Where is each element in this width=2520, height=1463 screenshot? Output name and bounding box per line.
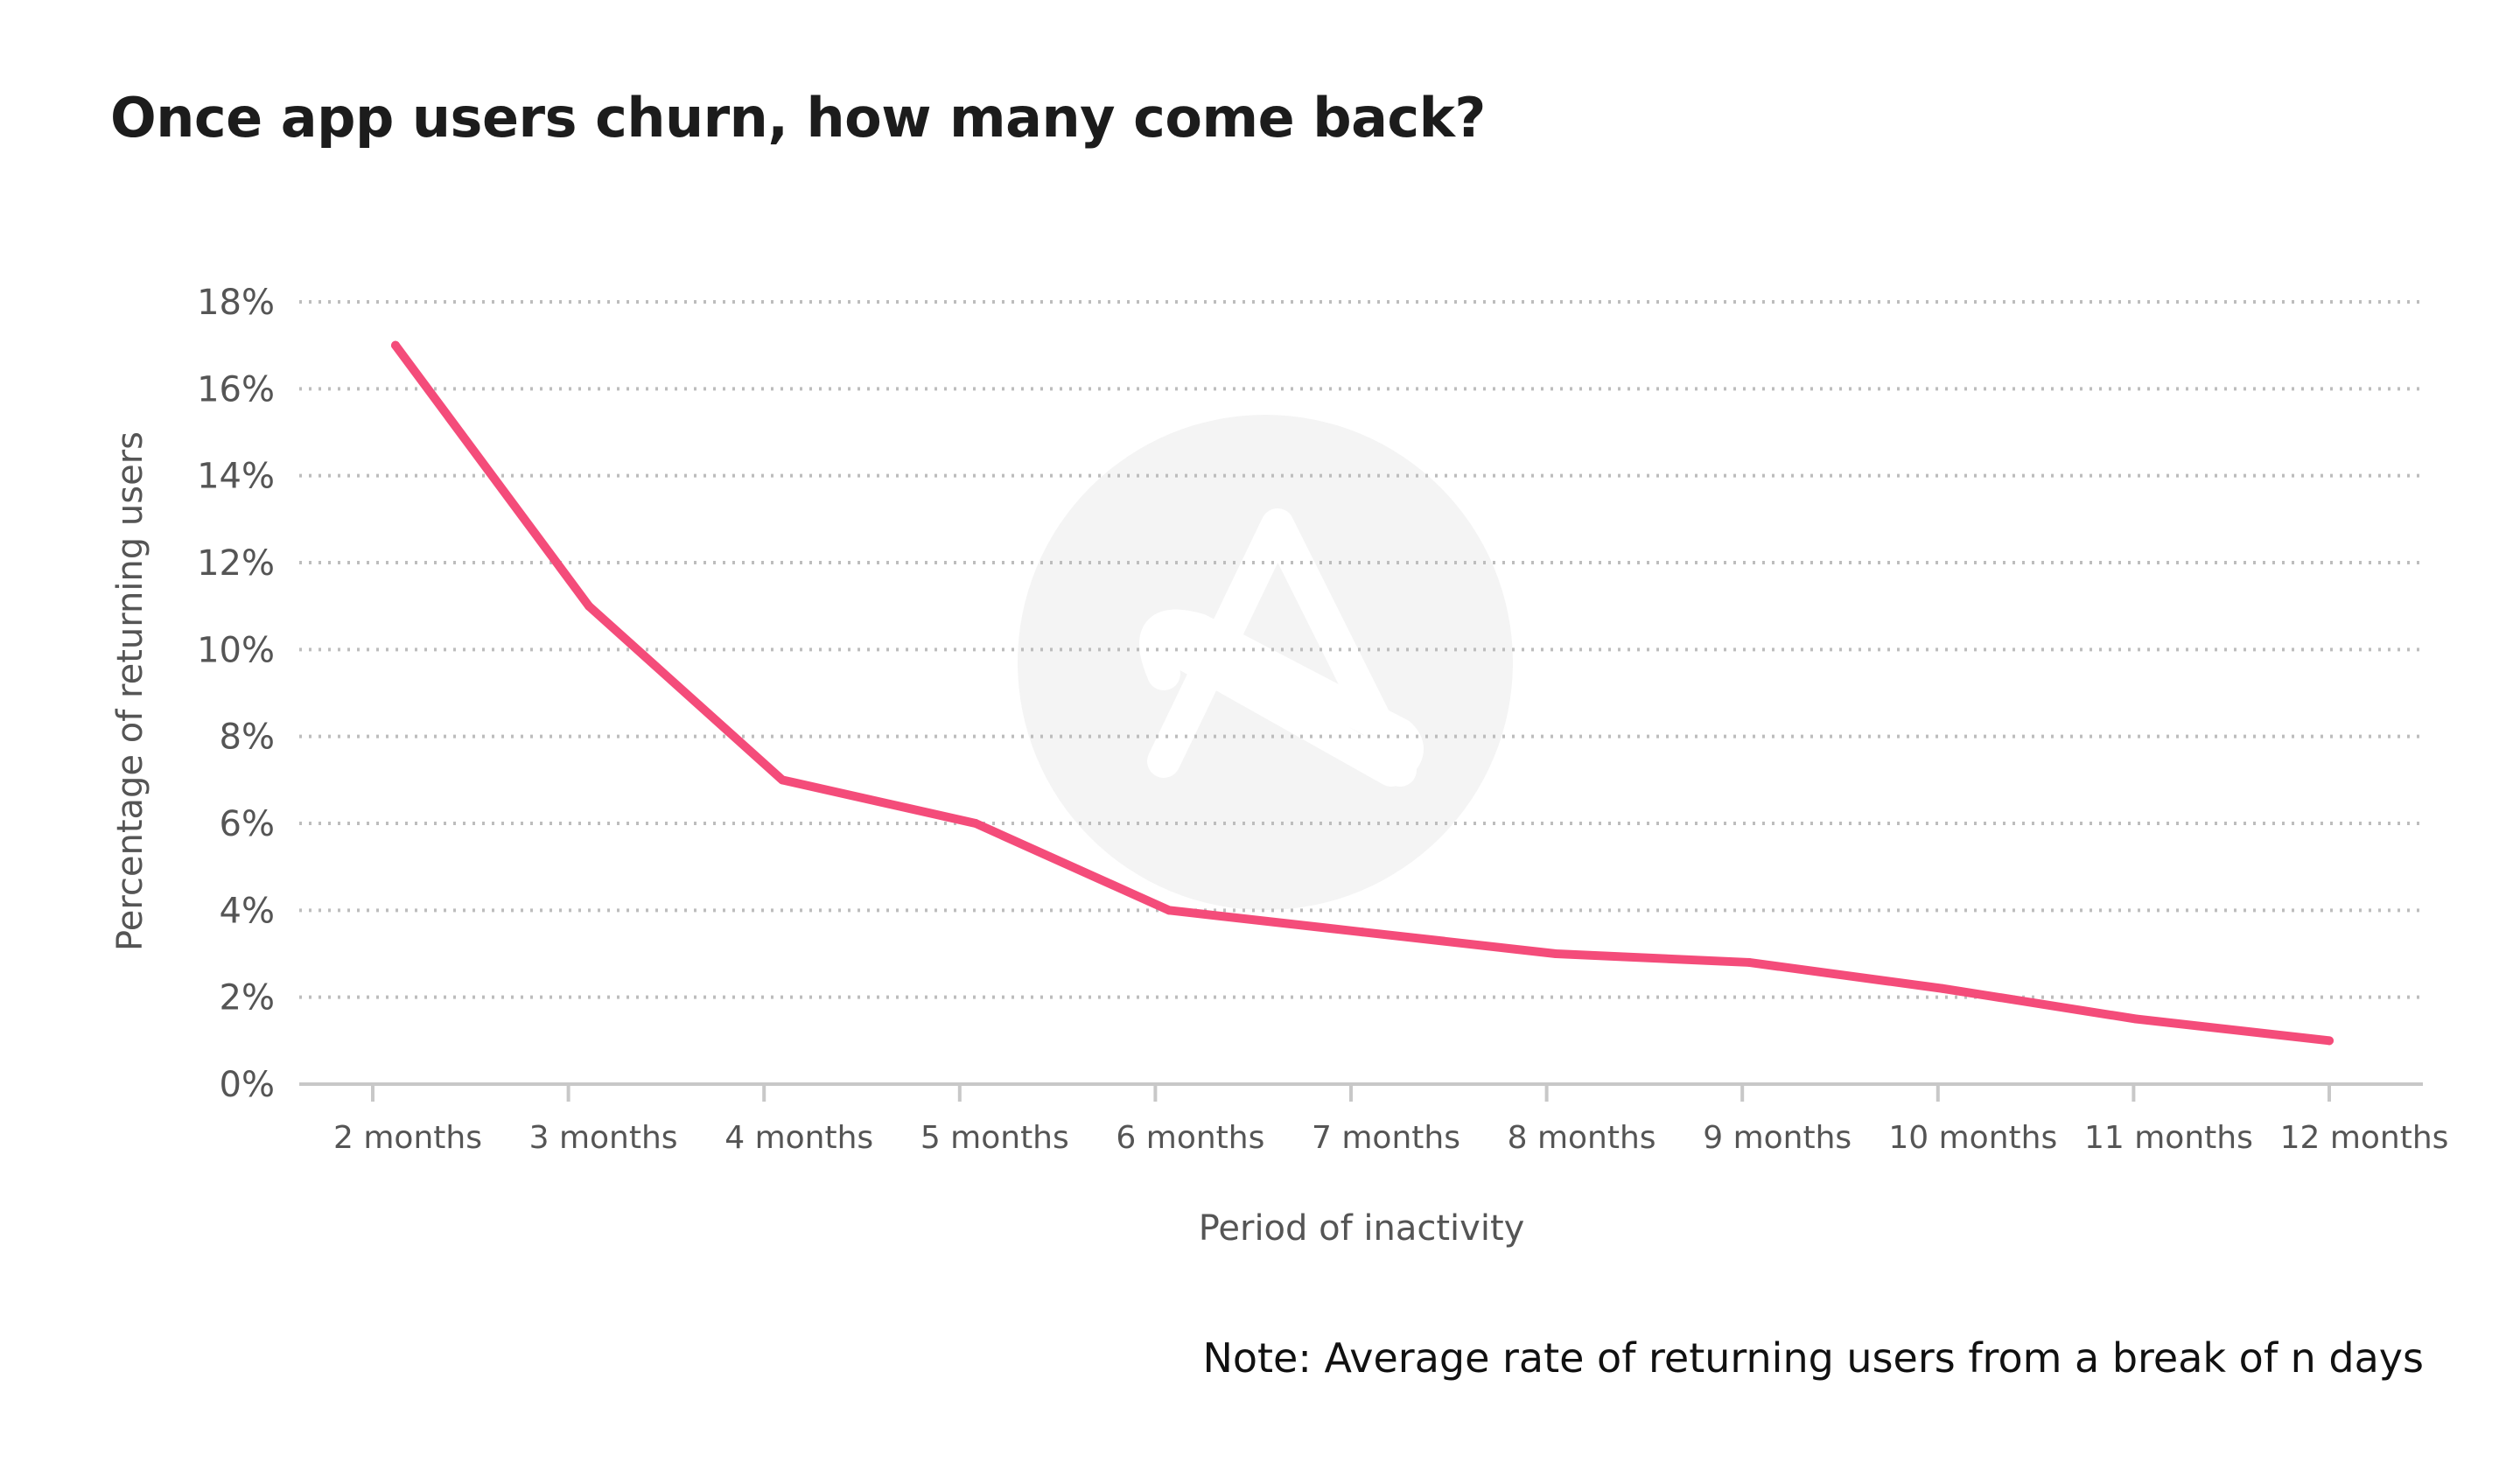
y-tick-label: 6% xyxy=(220,804,275,844)
data-point xyxy=(1745,957,1754,967)
y-tick-label: 16% xyxy=(197,369,275,410)
y-tick-label: 12% xyxy=(197,543,275,584)
y-tick-label: 4% xyxy=(220,891,275,931)
y-tick-label: 8% xyxy=(220,718,275,758)
data-point xyxy=(2132,1014,2140,1024)
y-tick-label: 0% xyxy=(220,1065,275,1105)
x-tick-label: 7 months xyxy=(1312,1120,1460,1156)
data-point xyxy=(584,601,593,611)
data-point xyxy=(2325,1036,2334,1046)
chart-note: Note: Average rate of returning users fr… xyxy=(1202,1334,2424,1382)
data-point xyxy=(1358,928,1367,937)
data-point xyxy=(778,775,787,785)
x-tick-label: 3 months xyxy=(529,1120,678,1156)
data-point xyxy=(391,340,400,350)
x-tick-label: 10 months xyxy=(1888,1120,2057,1156)
y-tick-label: 14% xyxy=(197,457,275,497)
x-tick-label: 2 months xyxy=(333,1120,482,1156)
y-tick-label: 18% xyxy=(197,283,275,323)
y-tick-label: 2% xyxy=(220,978,275,1018)
data-point xyxy=(1938,984,1947,993)
chart-title: Once app users churn, how many come back… xyxy=(110,86,1486,150)
data-point xyxy=(1165,906,1173,915)
data-point xyxy=(971,819,980,828)
x-tick-label: 12 months xyxy=(2280,1120,2449,1156)
data-point xyxy=(1551,949,1560,958)
x-tick-label: 5 months xyxy=(920,1120,1069,1156)
y-tick-label: 10% xyxy=(197,630,275,670)
x-tick-label: 4 months xyxy=(724,1120,873,1156)
watermark-logo-icon xyxy=(1018,415,1513,910)
y-axis-title: Percentage of returning users xyxy=(110,431,150,951)
x-tick-label: 8 months xyxy=(1508,1120,1656,1156)
x-tick-label: 11 months xyxy=(2084,1120,2253,1156)
x-tick-label: 9 months xyxy=(1703,1120,1852,1156)
x-tick-label: 6 months xyxy=(1116,1120,1264,1156)
x-axis-title: Period of inactivity xyxy=(1199,1208,1525,1249)
